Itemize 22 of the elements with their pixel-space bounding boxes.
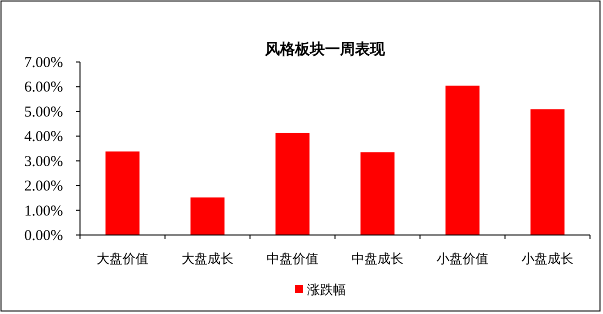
x-tick-label: 中盘成长	[352, 251, 404, 266]
y-tick-label: 5.00%	[24, 104, 63, 120]
bar	[530, 109, 564, 235]
x-tick-label: 小盘成长	[522, 251, 574, 266]
bar	[360, 152, 394, 235]
bar	[276, 132, 310, 235]
y-tick-label: 3.00%	[24, 154, 63, 170]
y-tick-label: 0.00%	[24, 228, 63, 244]
x-tick-label: 中盘价值	[266, 251, 318, 266]
y-tick-label: 1.00%	[24, 203, 63, 220]
chart-title: 风格板块一周表现	[264, 41, 386, 58]
y-tick-label: 7.00%	[24, 55, 63, 71]
y-tick-label: 4.00%	[24, 129, 63, 146]
x-tick-label: 大盘价值	[96, 251, 148, 266]
bar	[446, 86, 480, 235]
x-tick-label: 大盘成长	[182, 251, 234, 266]
x-tick-label: 小盘价值	[436, 251, 488, 266]
bar	[106, 151, 140, 235]
bar	[190, 197, 224, 235]
y-tick-label: 2.00%	[24, 178, 63, 195]
legend-label: 涨跌幅	[307, 282, 346, 297]
y-tick-label: 6.00%	[24, 80, 63, 96]
